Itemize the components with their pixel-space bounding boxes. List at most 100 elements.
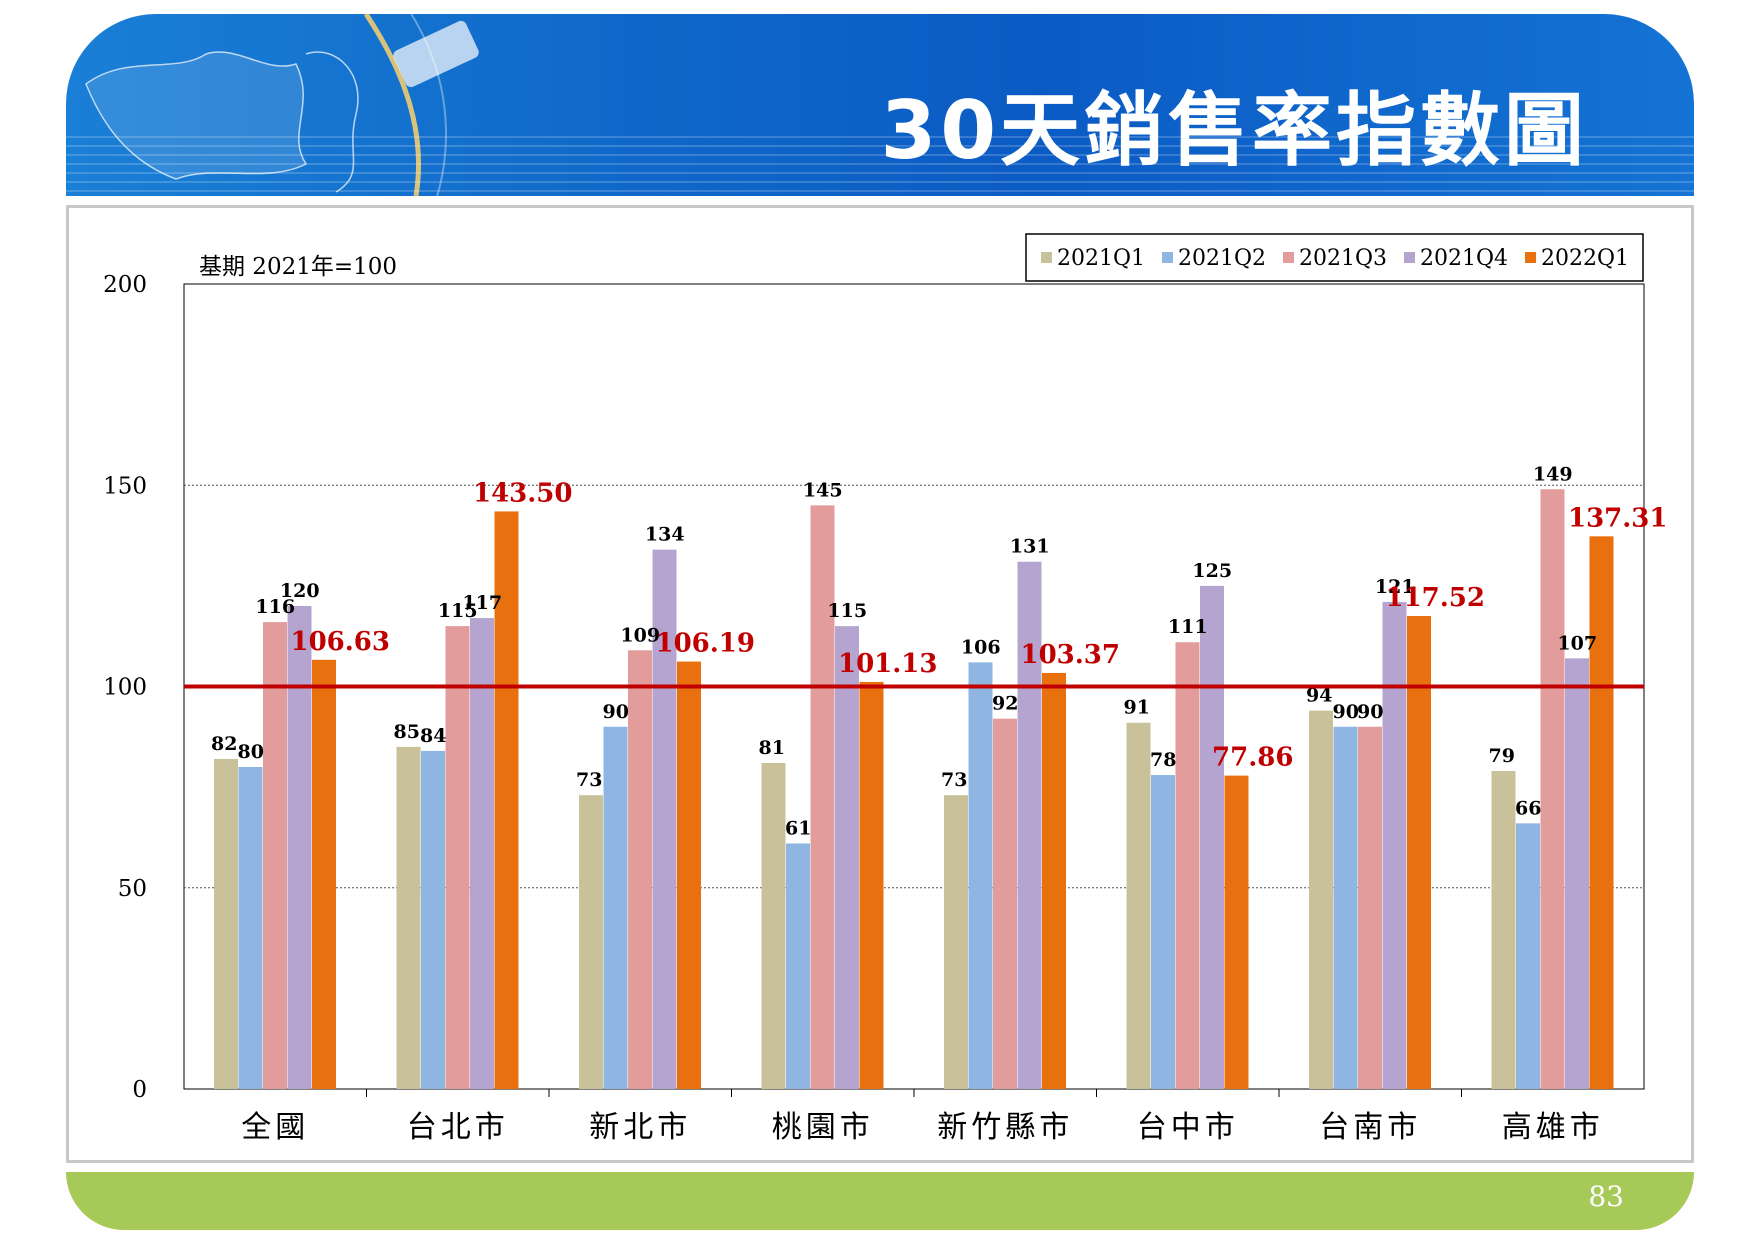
data-label-2022Q1: 106.19 xyxy=(655,629,755,659)
data-label-2021Q4: 120 xyxy=(280,580,320,602)
y-tick-label: 100 xyxy=(103,675,147,701)
data-label-2022Q1: 143.50 xyxy=(473,478,573,508)
data-label-2021Q2: 78 xyxy=(1150,749,1176,771)
bar-2021Q4 xyxy=(288,606,312,1089)
data-label-2022Q1: 106.63 xyxy=(290,627,390,657)
data-label-2021Q2: 90 xyxy=(1333,701,1359,723)
slide-header: 30天銷售率指數圖 xyxy=(66,14,1694,196)
x-category-label: 台北市 xyxy=(407,1110,509,1145)
data-label-2022Q1: 101.13 xyxy=(838,649,938,679)
bar-2021Q4 xyxy=(1200,586,1224,1089)
bar-2021Q1 xyxy=(944,795,968,1089)
data-label-2022Q1: 77.86 xyxy=(1212,743,1293,773)
data-label-2021Q2: 80 xyxy=(238,741,264,763)
data-label-2021Q1: 85 xyxy=(394,721,420,743)
bar-2021Q3 xyxy=(628,650,652,1089)
data-label-2021Q4: 125 xyxy=(1192,560,1232,582)
bar-2021Q4 xyxy=(1565,658,1589,1089)
bar-2021Q2 xyxy=(969,662,993,1089)
bar-2022Q1 xyxy=(1042,673,1066,1089)
data-label-2021Q1: 82 xyxy=(211,733,237,755)
data-label-2021Q3: 111 xyxy=(1168,616,1208,638)
bar-2021Q1 xyxy=(397,747,421,1089)
legend-label-2021Q1: 2021Q1 xyxy=(1057,246,1145,271)
legend-swatch-2021Q2 xyxy=(1162,252,1173,263)
x-category-label: 高雄市 xyxy=(1502,1110,1604,1145)
bar-2021Q4 xyxy=(835,626,859,1089)
bar-2021Q1 xyxy=(1127,723,1151,1089)
x-category-label: 台南市 xyxy=(1319,1110,1421,1145)
data-label-2022Q1: 103.37 xyxy=(1020,640,1120,670)
bar-2022Q1 xyxy=(1590,536,1614,1089)
slide-footer: 83 xyxy=(66,1172,1694,1230)
bar-2021Q4 xyxy=(470,618,494,1089)
data-label-2021Q3: 149 xyxy=(1533,463,1573,485)
bar-2021Q2 xyxy=(1334,727,1358,1089)
legend-label-2021Q4: 2021Q4 xyxy=(1420,246,1508,271)
bar-2021Q2 xyxy=(239,767,263,1089)
y-tick-label: 150 xyxy=(103,473,147,499)
bar-2021Q1 xyxy=(579,795,603,1089)
data-label-2021Q2: 90 xyxy=(603,701,629,723)
data-label-2021Q4: 134 xyxy=(645,524,685,546)
bar-2021Q2 xyxy=(421,751,445,1089)
legend-swatch-2021Q3 xyxy=(1283,252,1294,263)
bar-2022Q1 xyxy=(1225,776,1249,1089)
slide-title: 30天銷售率指數圖 xyxy=(881,66,1588,182)
bar-2021Q3 xyxy=(263,622,287,1089)
data-label-2021Q2: 84 xyxy=(420,725,446,747)
data-label-2021Q4: 131 xyxy=(1010,536,1050,558)
data-label-2021Q1: 79 xyxy=(1489,745,1515,767)
data-label-2021Q1: 73 xyxy=(941,769,967,791)
bar-2022Q1 xyxy=(312,660,336,1089)
x-category-label: 桃園市 xyxy=(772,1110,874,1145)
bar-2021Q3 xyxy=(1176,642,1200,1089)
data-label-2021Q1: 91 xyxy=(1124,697,1150,719)
bar-2021Q3 xyxy=(811,505,835,1089)
data-label-2021Q2: 66 xyxy=(1515,797,1541,819)
bar-2021Q1 xyxy=(214,759,238,1089)
y-tick-label: 200 xyxy=(103,272,147,298)
data-label-2021Q3: 109 xyxy=(620,624,660,646)
legend: 2021Q1 2021Q2 2021Q3 2021Q4 2022Q1 xyxy=(1041,246,1629,271)
legend-swatch-2021Q1 xyxy=(1041,252,1052,263)
data-label-2021Q2: 61 xyxy=(785,817,811,839)
legend-label-2022Q1: 2022Q1 xyxy=(1541,246,1629,271)
bar-2022Q1 xyxy=(860,682,884,1089)
page-number: 83 xyxy=(1588,1180,1624,1213)
bar-2021Q2 xyxy=(604,727,628,1089)
data-label-2021Q3: 145 xyxy=(803,479,843,501)
bar-2021Q3 xyxy=(446,626,470,1089)
legend-swatch-2022Q1 xyxy=(1525,252,1536,263)
x-category-label: 新北市 xyxy=(589,1110,691,1145)
bar-2021Q2 xyxy=(1516,823,1540,1089)
y-tick-label: 0 xyxy=(132,1077,147,1103)
data-label-2021Q2: 106 xyxy=(961,636,1001,658)
x-category-label: 台中市 xyxy=(1137,1110,1239,1145)
data-label-2021Q4: 115 xyxy=(827,600,867,622)
legend-label-2021Q2: 2021Q2 xyxy=(1178,246,1266,271)
data-label-2022Q1: 117.52 xyxy=(1385,583,1485,613)
bar-2021Q3 xyxy=(1541,489,1565,1089)
bar-2021Q2 xyxy=(1151,775,1175,1089)
data-label-2021Q3: 92 xyxy=(992,693,1018,715)
data-label-2021Q4: 107 xyxy=(1557,632,1597,654)
bar-2021Q4 xyxy=(1383,602,1407,1089)
data-label-2021Q3: 90 xyxy=(1357,701,1383,723)
legend-swatch-2021Q4 xyxy=(1404,252,1415,263)
data-label-2022Q1: 137.31 xyxy=(1568,503,1668,533)
bar-2021Q3 xyxy=(1358,727,1382,1089)
data-label-2021Q1: 81 xyxy=(759,737,785,759)
bar-2022Q1 xyxy=(677,662,701,1089)
data-label-2021Q4: 117 xyxy=(462,592,502,614)
legend-label-2021Q3: 2021Q3 xyxy=(1299,246,1387,271)
x-category-label: 新竹縣市 xyxy=(937,1110,1073,1145)
chart-frame: 82 85 73 81 73 91 94 79 80 84 90 61 106 78 90 66 116 115 1… xyxy=(66,205,1694,1163)
y-tick-label: 50 xyxy=(118,876,147,902)
bar-2021Q1 xyxy=(1492,771,1516,1089)
bar-2021Q1 xyxy=(1309,711,1333,1089)
bar-2021Q3 xyxy=(993,719,1017,1089)
x-category-label: 全國 xyxy=(241,1110,309,1145)
bar-2021Q2 xyxy=(786,843,810,1089)
